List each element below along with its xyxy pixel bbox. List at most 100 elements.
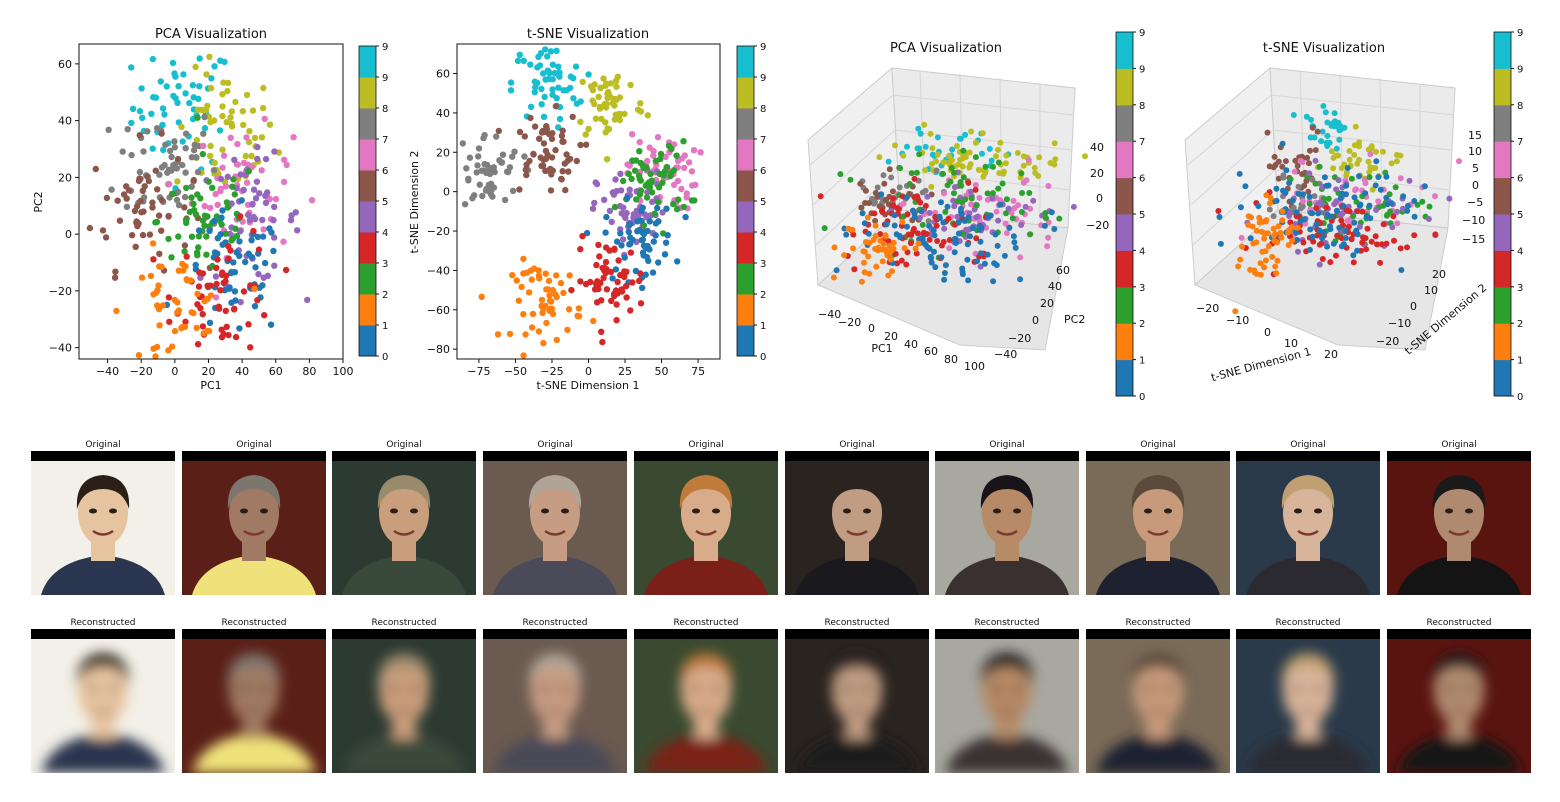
original-face: Original: [785, 439, 929, 595]
scatter-point: [243, 179, 251, 186]
shoulders: [493, 733, 617, 773]
scatter-point: [1384, 201, 1391, 208]
scatter-point: [158, 227, 165, 234]
colorbar-tick-label: 7: [1139, 137, 1145, 148]
y-tick-label: −40: [994, 348, 1017, 361]
scatter-point: [1354, 247, 1361, 254]
scatter-point: [229, 235, 237, 242]
reconstructed-face: Reconstructed: [182, 617, 326, 773]
scatter-point: [922, 241, 929, 248]
scatter-point: [601, 196, 608, 203]
colorbar-tick-label: 4: [760, 228, 766, 239]
scatter-point: [194, 252, 201, 259]
scatter-point: [934, 151, 941, 158]
tsne-2d-chart: t-SNE Visualization −75 −50 −25 0 25 50 75 −80…: [408, 27, 766, 392]
scatter-point: [951, 184, 958, 191]
scatter-point: [1325, 195, 1332, 202]
scatter-point: [228, 108, 235, 115]
eye: [410, 508, 418, 514]
scatter-point: [977, 238, 984, 245]
face-image: [332, 451, 476, 595]
scatter-point: [977, 263, 984, 270]
scatter-point: [1389, 224, 1396, 231]
scatter-point: [652, 220, 660, 227]
scatter-point: [280, 178, 288, 186]
scatter-point: [1333, 152, 1340, 159]
colorbar-tick-label: 1: [760, 321, 766, 332]
eye: [843, 508, 851, 514]
reconstructed-label: Reconstructed: [522, 618, 588, 628]
colorbar-segment: [359, 108, 376, 140]
colorbar-segment: [737, 139, 754, 171]
scatter-point: [933, 167, 940, 174]
scatter-point: [915, 240, 922, 247]
scatter-point: [1307, 134, 1314, 141]
scatter-point: [92, 165, 100, 173]
scatter-point: [688, 197, 696, 204]
scatter-point: [891, 222, 898, 229]
scatter-point: [158, 196, 165, 204]
scatter-point: [613, 238, 621, 245]
colorbar-segment: [737, 108, 754, 140]
scatter-point: [890, 195, 897, 202]
scatter-point: [637, 270, 644, 277]
scatter-point: [474, 162, 481, 169]
shoulders: [192, 555, 316, 595]
scatter-point: [261, 259, 269, 267]
scatter-point: [623, 268, 630, 275]
scatter-point: [646, 212, 653, 219]
scatter-point: [1052, 156, 1059, 163]
reconstructed-face: Reconstructed: [634, 617, 778, 773]
scatter-point: [206, 53, 213, 60]
scatter-point: [946, 245, 953, 252]
scatter-point: [976, 194, 983, 201]
scatter-point: [516, 186, 523, 193]
colorbar-segment: [1494, 104, 1511, 142]
scatter-point: [547, 305, 554, 312]
mouth: [695, 707, 717, 714]
scatter-point: [186, 208, 194, 216]
scatter-point: [182, 145, 189, 152]
scatter-point: [862, 187, 869, 194]
colorbar-tick-label: 9: [1517, 64, 1523, 75]
scatter-point: [555, 124, 562, 131]
scatter-point: [886, 166, 893, 173]
mouth: [846, 707, 868, 714]
scatter-point: [180, 71, 187, 78]
scatter-point: [204, 282, 211, 289]
scatter-point: [626, 241, 633, 248]
scatter-point: [181, 193, 189, 201]
scatter-point: [1270, 213, 1277, 220]
colorbar-tick-label: 5: [382, 197, 388, 208]
scatter-point: [1019, 190, 1025, 196]
scatter-point: [625, 170, 632, 178]
scatter-point: [563, 87, 570, 94]
scatter-point: [1283, 167, 1290, 174]
scatter-point: [594, 278, 601, 285]
scatter-point: [995, 185, 1002, 192]
scatter-point: [637, 300, 645, 307]
colorbar-segment: [737, 170, 754, 202]
scatter-point: [1357, 201, 1364, 208]
scatter-point: [1374, 241, 1380, 248]
scatter-point: [882, 233, 889, 240]
scatter-point: [195, 95, 202, 103]
scatter-point: [1005, 205, 1012, 212]
scatter-point: [162, 141, 169, 148]
scatter-point: [207, 142, 214, 150]
scatter-point: [152, 219, 159, 226]
face: [832, 480, 882, 546]
scatter-point: [896, 184, 903, 191]
scatter-point: [600, 75, 607, 82]
scatter-point: [606, 247, 613, 254]
original-label: Original: [1441, 440, 1477, 450]
scatter-point: [128, 232, 136, 239]
scatter-point: [535, 267, 542, 274]
scatter-point: [904, 249, 911, 256]
scatter-point: [607, 268, 615, 276]
scatter-point: [509, 153, 516, 160]
scatter-point: [1328, 217, 1335, 224]
mouth: [243, 529, 265, 536]
scatter-point: [506, 330, 514, 338]
